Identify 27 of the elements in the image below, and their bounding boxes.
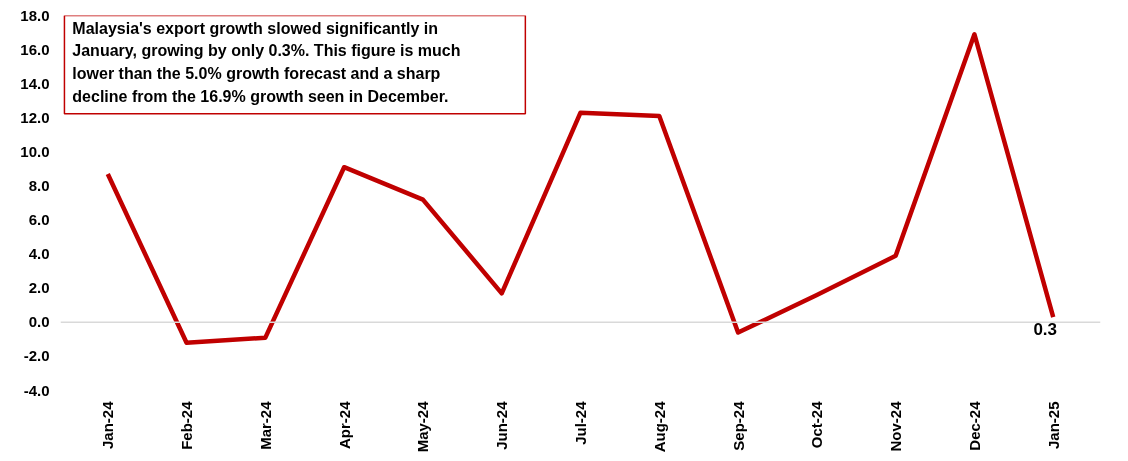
y-tick-label: 8.0	[28, 176, 50, 194]
x-tick-label: Dec-24	[965, 400, 983, 451]
y-tick-label: 6.0	[28, 211, 50, 229]
x-tick-label: Jun-24	[493, 400, 511, 450]
x-tick-label: May-24	[414, 400, 432, 453]
y-tick-label: -2.0	[23, 347, 50, 365]
x-tick-label: Nov-24	[887, 400, 905, 452]
x-tick-label: Jan-24	[99, 400, 117, 450]
y-tick-label: 0.0	[28, 313, 50, 331]
x-tick-label: Oct-24	[808, 400, 826, 449]
x-tick-label: Mar-24	[256, 400, 274, 450]
data-label: 0.3	[1033, 320, 1058, 340]
x-tick-label: Jan-25	[1044, 401, 1062, 450]
y-tick-label: 16.0	[20, 40, 50, 58]
y-tick-label: 2.0	[28, 279, 50, 297]
annotation: Malaysia's export growth slowed significantly in January, growing by only 0.3%. This figure is much lower than the 5.0% growth forecast and a sharp decline from the 16.9% growth seen in December.	[72, 19, 461, 105]
x-tick-label: Sep-24	[729, 400, 747, 451]
y-tick-label: 12.0	[20, 108, 50, 126]
y-tick-label: 4.0	[28, 245, 50, 263]
x-tick-label: Apr-24	[335, 400, 353, 450]
y-tick-label: 10.0	[20, 142, 50, 160]
x-tick-label: Aug-24	[650, 400, 668, 453]
y-tick-label: -4.0	[23, 381, 50, 399]
y-tick-label: 18.0	[20, 6, 50, 24]
x-tick-label: Feb-24	[178, 400, 196, 450]
y-tick-label: 14.0	[20, 74, 50, 92]
x-tick-label: Jul-24	[572, 400, 589, 445]
